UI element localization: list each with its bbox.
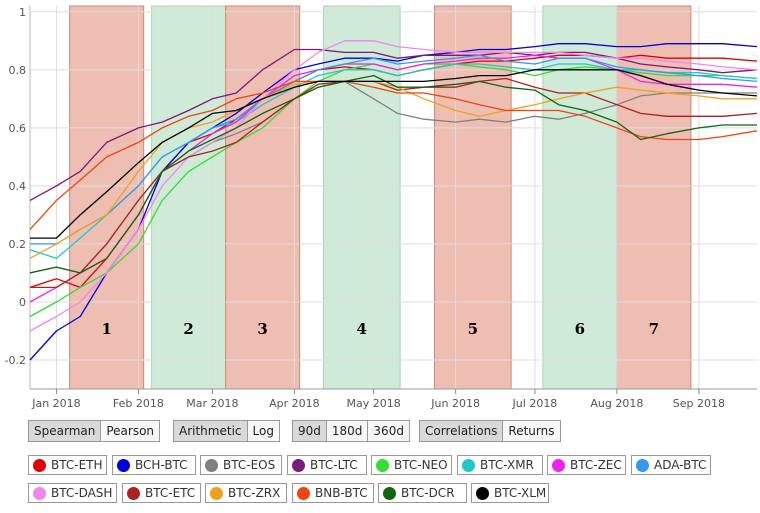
legend-item-bch-btc[interactable]: BCH-BTC (112, 455, 196, 475)
legend-swatch-icon (297, 486, 310, 500)
window-90d-button[interactable]: 90d (293, 421, 327, 441)
grid (29, 6, 757, 390)
legend-item-btc-neo[interactable]: BTC-NEO (371, 455, 452, 475)
x-tick-label: May 2018 (347, 397, 401, 410)
legend-label: BCH-BTC (135, 458, 188, 472)
band-label-2: 2 (183, 320, 193, 338)
legend-label: BTC-DCR (401, 486, 455, 500)
window-180d-button[interactable]: 180d (326, 421, 369, 441)
legend-label: BTC-ETH (51, 458, 103, 472)
legend-item-ada-btc[interactable]: ADA-BTC (631, 455, 711, 475)
window-360d-button[interactable]: 360d (368, 421, 409, 441)
legend-item-btc-zrx[interactable]: BTC-ZRX (205, 483, 287, 503)
series-line-ada-btc (30, 54, 758, 245)
series-lines (29, 40, 758, 361)
legend-label: BTC-LTC (310, 458, 358, 472)
legend-item-bnb-btc[interactable]: BNB-BTC (292, 483, 374, 503)
legend-item-btc-zec[interactable]: BTC-ZEC (547, 455, 626, 475)
x-tick-label: Jun 2018 (430, 397, 480, 410)
y-tick-label: 1 (19, 6, 26, 19)
correlation-chart: 1 2 3 4 5 6 7 1 0.8 0.6 0.4 0.2 0 -0.2 Jan 2018 Feb 2… (5, 5, 758, 410)
x-tick-label: Jul 2018 (512, 397, 558, 410)
legend-swatch-icon (292, 458, 305, 472)
legend-swatch-icon (210, 486, 223, 500)
legend-swatch-icon (117, 458, 130, 472)
series-line-btc-etc (30, 77, 758, 289)
legend-item-btc-xlm[interactable]: BTC-XLM (471, 483, 549, 503)
y-tick-label: -0.2 (5, 354, 26, 367)
x-tick-label: Sep 2018 (673, 397, 725, 410)
band-label-5: 5 (468, 320, 478, 338)
legend-swatch-icon (376, 458, 389, 472)
series-line-btc-xlm (30, 69, 758, 239)
returns-button[interactable]: Returns (503, 421, 560, 441)
legend-swatch-icon (476, 486, 489, 500)
x-tick-label: Feb 2018 (113, 397, 164, 410)
window-toggle: 90d 180d 360d (292, 420, 410, 442)
series-line-bch-btc (29, 43, 758, 361)
legend-label: BTC-DASH (51, 486, 113, 500)
view-toggle: Correlations Returns (419, 420, 561, 442)
arithmetic-button[interactable]: Arithmetic (174, 421, 248, 441)
y-tick-label: 0.2 (9, 238, 27, 251)
legend-item-btc-dcr[interactable]: BTC-DCR (378, 483, 467, 503)
pearson-button[interactable]: Pearson (101, 421, 160, 441)
x-axis: Jan 2018 Feb 2018 Mar 2018 Apr 2018 May 2018… (31, 389, 725, 410)
legend-label: BTC-XLM (494, 486, 547, 500)
band-labels: 1 2 3 4 5 6 7 (101, 320, 659, 338)
series-line-btc-zrx (29, 80, 757, 259)
series-line-bnb-btc (29, 80, 758, 230)
legend-swatch-icon (33, 486, 46, 500)
legend-item-btc-xmr[interactable]: BTC-XMR (457, 455, 543, 475)
legend-label: BNB-BTC (315, 486, 368, 500)
legend-item-btc-etc[interactable]: BTC-ETC (122, 483, 201, 503)
spearman-button[interactable]: Spearman (29, 421, 102, 441)
legend-swatch-icon (552, 458, 565, 472)
legend-label: BTC-NEO (394, 458, 448, 472)
y-axis: 1 0.8 0.6 0.4 0.2 0 -0.2 (5, 6, 26, 367)
series-line-btc-dash (29, 40, 758, 332)
band-label-4: 4 (357, 320, 367, 338)
x-tick-label: Aug 2018 (590, 397, 643, 410)
band-label-3: 3 (257, 320, 267, 338)
log-button[interactable]: Log (247, 421, 279, 441)
y-tick-label: 0.6 (9, 122, 27, 135)
method-toggle: Spearman Pearson (28, 420, 161, 442)
legend-label: BTC-ZEC (570, 458, 622, 472)
legend-label: BTC-ZRX (228, 486, 281, 500)
band-label-6: 6 (575, 320, 585, 338)
legend-label: ADA-BTC (654, 458, 707, 472)
band-label-7: 7 (649, 320, 659, 338)
legend-swatch-icon (127, 486, 140, 500)
legend-swatch-icon (383, 486, 396, 500)
y-tick-label: 0.8 (9, 64, 27, 77)
legend-swatch-icon (33, 458, 46, 472)
y-tick-label: 0.4 (9, 180, 27, 193)
legend-label: BTC-ETC (145, 486, 196, 500)
series-line-btc-ltc (29, 48, 758, 201)
scale-toggle: Arithmetic Log (173, 420, 280, 442)
legend-label: BTC-EOS (223, 458, 276, 472)
band-label-1: 1 (101, 320, 111, 338)
legend-item-btc-dash[interactable]: BTC-DASH (28, 483, 117, 503)
correlations-button[interactable]: Correlations (420, 421, 504, 441)
legend-item-btc-eos[interactable]: BTC-EOS (200, 455, 282, 475)
legend-item-btc-eth[interactable]: BTC-ETH (28, 455, 107, 475)
legend-swatch-icon (205, 458, 218, 472)
legend-swatch-icon (636, 458, 649, 472)
y-tick-label: 0 (19, 296, 26, 309)
x-tick-label: Apr 2018 (269, 397, 320, 410)
legend-label: BTC-XMR (480, 458, 534, 472)
legend-item-btc-ltc[interactable]: BTC-LTC (287, 455, 367, 475)
x-tick-label: Jan 2018 (31, 397, 80, 410)
x-tick-label: Mar 2018 (186, 397, 238, 410)
legend-swatch-icon (462, 458, 475, 472)
